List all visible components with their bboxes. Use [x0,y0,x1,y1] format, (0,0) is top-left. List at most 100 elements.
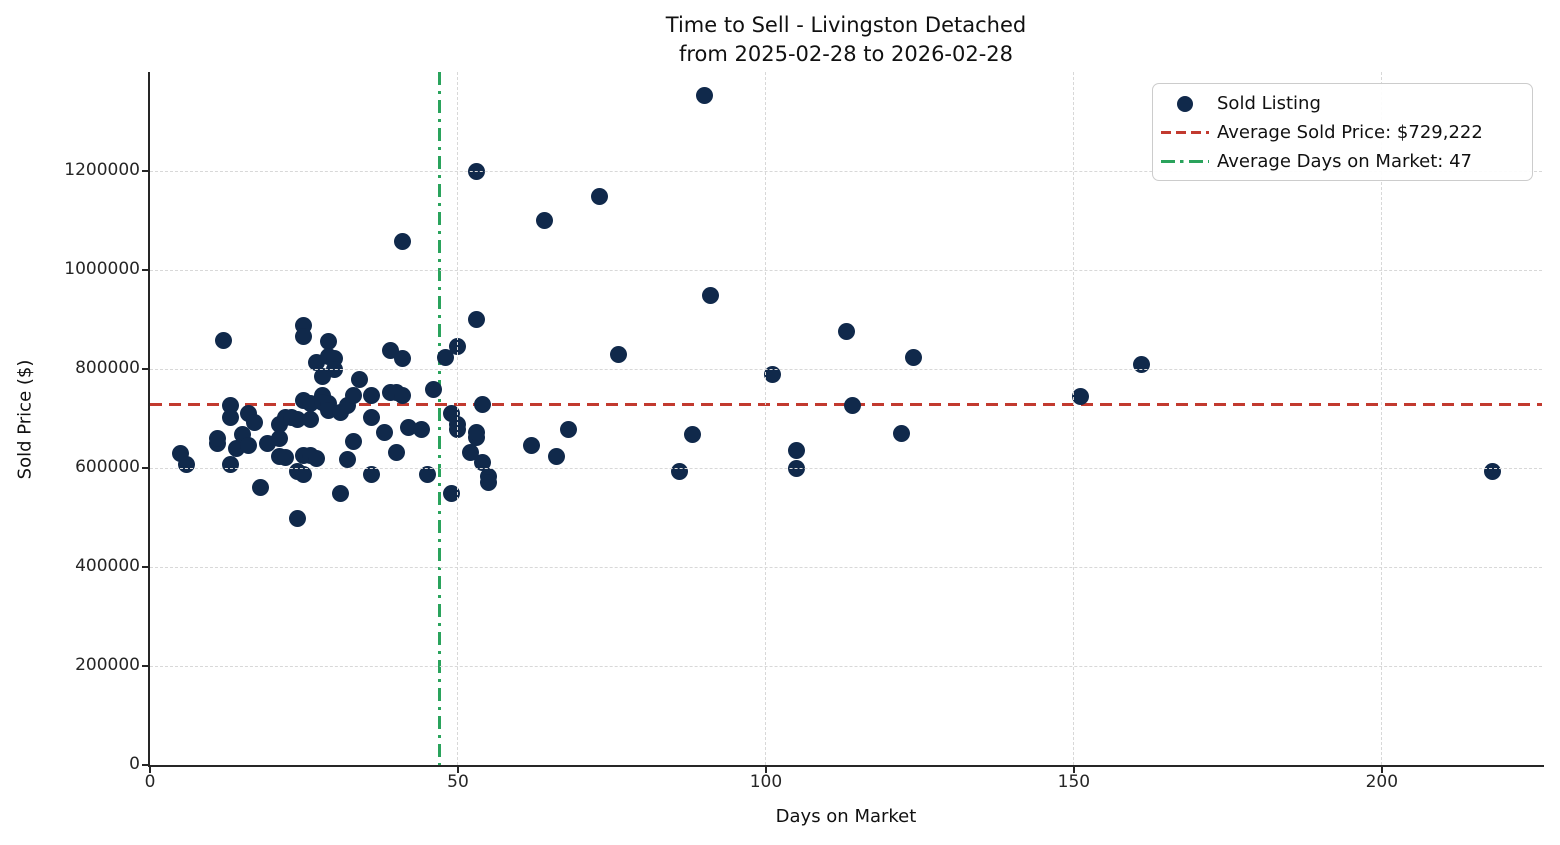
scatter-point-sold-listing [474,395,492,413]
scatter-point-sold-listing [892,424,910,442]
scatter-point-sold-listing [467,310,485,328]
sold-listing-dot-icon [1177,95,1193,112]
vertical-gridline [1073,72,1075,765]
scatter-point-sold-listing [394,349,412,367]
legend-marker-zone [1153,159,1217,164]
scatter-point-sold-listing [240,436,258,454]
legend-label: Sold Listing [1217,93,1321,114]
scatter-point-sold-listing [788,442,806,460]
scatter-point-sold-listing [1133,355,1151,373]
scatter-point-sold-listing [350,371,368,389]
dashdot-line-icon [1161,159,1209,164]
scatter-point-sold-listing [387,443,405,461]
scatter-point-sold-listing [344,386,362,404]
scatter-point-sold-listing [344,432,362,450]
horizontal-gridline [150,170,1542,172]
y-tick-label: 800000 [75,358,140,378]
chart-title-line1: Time to Sell - Livingston Detached [665,13,1027,37]
scatter-point-sold-listing [480,474,498,492]
plot-area [150,72,1542,765]
dashed-line-icon [1161,130,1209,135]
y-tick-label: 200000 [75,655,140,675]
y-tick-label: 400000 [75,556,140,576]
y-axis-tick [142,467,148,469]
scatter-point-sold-listing [474,454,492,472]
x-tick-label: 150 [1057,772,1091,792]
scatter-point-sold-listing [905,348,923,366]
scatter-point-sold-listing [683,425,701,443]
scatter-point-sold-listing [338,450,356,468]
scatter-point-sold-listing [467,424,485,442]
scatter-point-sold-listing [363,386,381,404]
scatter-point-sold-listing [295,328,313,346]
chart-title-line2: from 2025-02-28 to 2026-02-28 [678,42,1014,66]
scatter-point-sold-listing [289,510,307,528]
y-axis-tick [142,665,148,667]
vertical-gridline [1381,72,1383,765]
x-axis-tick [1072,767,1075,773]
x-axis-tick [1380,767,1383,773]
scatter-point-sold-listing [763,366,781,384]
scatter-point-sold-listing [609,345,627,363]
y-axis-tick [142,269,148,271]
scatter-point-sold-listing [178,455,196,473]
scatter-point-sold-listing [209,429,227,447]
legend-item-average-days-on-market: Average Days on Market: 47 [1153,147,1532,176]
scatter-point-sold-listing [843,396,861,414]
horizontal-gridline [150,269,1542,271]
scatter-point-sold-listing [548,447,565,465]
y-tick-label: 1200000 [64,160,140,180]
scatter-point-sold-listing [252,479,270,497]
scatter-point-sold-listing [1071,388,1089,406]
scatter-point-sold-listing [394,386,412,404]
scatter-point-sold-listing [215,331,233,349]
scatter-point-sold-listing [307,449,325,467]
scatter-point-sold-listing [560,421,578,439]
scatter-point-sold-listing [1484,463,1502,481]
scatter-point-sold-listing [375,424,393,442]
scatter-point-sold-listing [394,232,412,250]
legend-item-average-sold-price: Average Sold Price: $729,222 [1153,118,1532,147]
vertical-gridline [765,72,767,765]
scatter-point-sold-listing [437,348,455,366]
scatter-point-sold-listing [277,448,294,466]
scatter-point-sold-listing [363,408,381,426]
horizontal-gridline [150,467,1542,469]
average-days-on-market-line [437,72,441,765]
y-tick-label: 1000000 [64,259,140,279]
y-axis-tick [142,368,148,370]
scatter-point-sold-listing [523,436,541,454]
scatter-point-sold-listing [424,381,442,399]
scatter-point-sold-listing [363,466,381,484]
scatter-point-sold-listing [246,414,264,432]
vertical-gridline [457,72,459,765]
scatter-point-sold-listing [701,286,719,304]
scatter-point-sold-listing [301,411,319,429]
horizontal-gridline [150,566,1542,568]
legend-label: Average Sold Price: $729,222 [1217,122,1483,143]
scatter-point-sold-listing [695,86,713,104]
y-axis-spine [148,72,150,767]
scatter-point-sold-listing [332,484,350,502]
scatter-point-sold-listing [535,211,553,229]
y-axis-tick [142,764,148,766]
scatter-point-sold-listing [418,466,436,484]
y-tick-label: 600000 [75,457,140,477]
scatter-point-sold-listing [270,429,288,447]
scatter-point-sold-listing [671,463,689,481]
legend-label: Average Days on Market: 47 [1217,151,1472,172]
scatter-point-sold-listing [443,484,461,502]
horizontal-gridline [150,665,1542,667]
x-tick-label: 100 [749,772,783,792]
x-tick-label: 200 [1365,772,1399,792]
x-axis-tick [456,767,459,773]
scatter-point-sold-listing [467,163,485,181]
scatter-point-sold-listing [326,361,344,379]
x-tick-label: 50 [447,772,469,792]
scatter-point-sold-listing [221,408,239,426]
legend: Sold Listing Average Sold Price: $729,22… [1152,83,1533,181]
chart-title: Time to Sell - Livingston Detached from … [150,11,1542,69]
scatter-point-sold-listing [591,187,609,205]
horizontal-gridline [150,368,1542,370]
scatter-point-sold-listing [295,466,313,484]
